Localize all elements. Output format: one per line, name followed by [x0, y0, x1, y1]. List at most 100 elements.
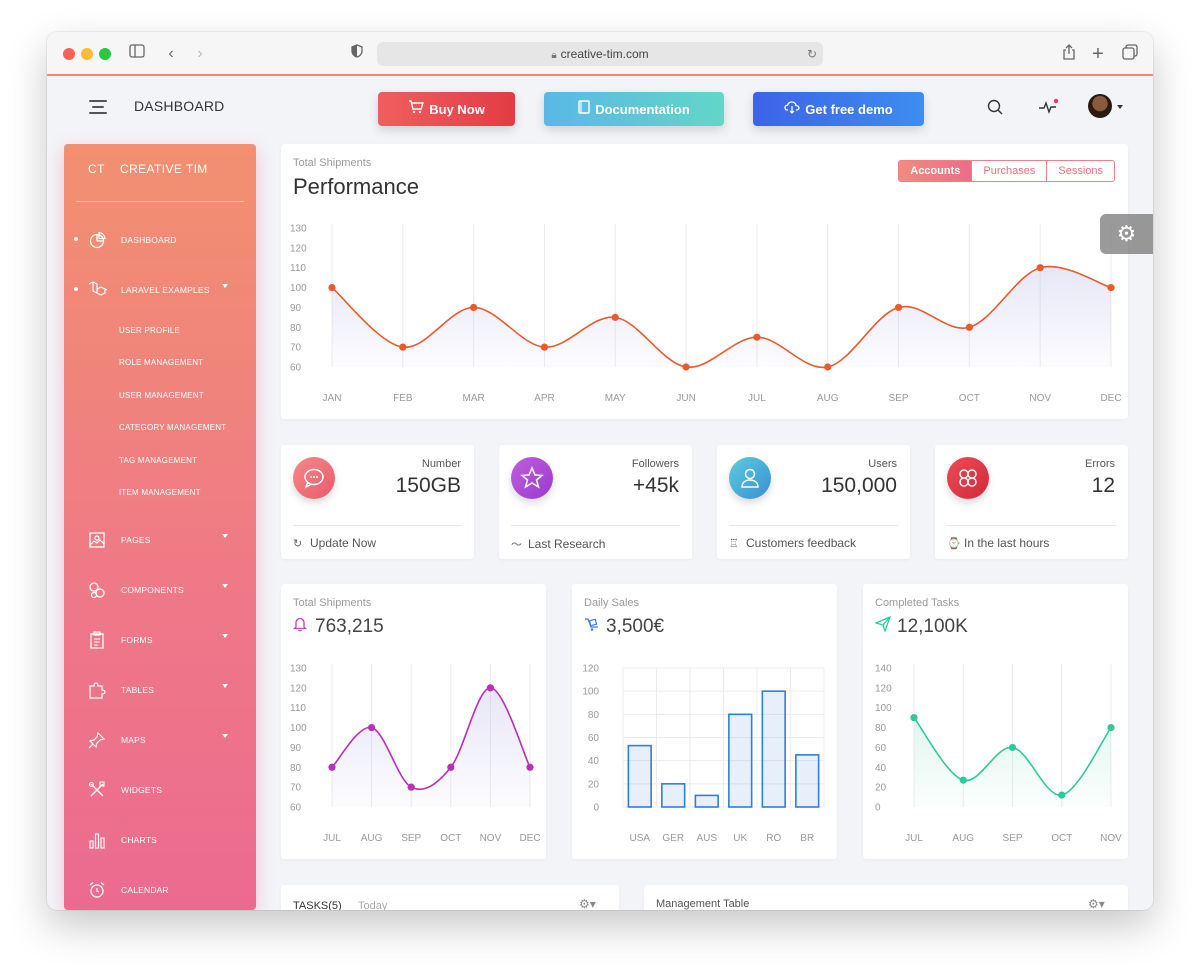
x-tick-label: USA [629, 833, 650, 844]
x-tick-label: UK [733, 833, 747, 844]
y-tick-label: 40 [588, 756, 600, 767]
y-tick-label: 100 [582, 687, 599, 698]
sidebar-subitem-category-management[interactable]: CATEGORY MANAGEMENT [119, 423, 227, 432]
stat-footer-text: Customers feedback [746, 536, 857, 550]
sidebar-subitem-tag-management[interactable]: TAG MANAGEMENT [119, 456, 198, 465]
data-point [910, 714, 918, 722]
zoom-window-button[interactable] [99, 48, 111, 60]
refresh-icon: ↻ [293, 538, 303, 550]
chart-pie-icon [88, 231, 106, 249]
minimize-window-button[interactable] [81, 48, 93, 60]
stat-footer-link[interactable]: 〜 Last Research [511, 536, 605, 552]
sidebar-toggle-icon[interactable] [127, 44, 147, 64]
sidebar-item-calendar[interactable]: CALENDAR [64, 876, 256, 902]
tab-sessions[interactable]: Sessions [1046, 161, 1114, 181]
sidebar-subitem-role-management[interactable]: ROLE MANAGEMENT [119, 358, 204, 367]
activity-icon[interactable] [1038, 98, 1060, 120]
x-tick-label: APR [534, 393, 555, 404]
sidebar-item-widgets[interactable]: WIDGETS [64, 776, 256, 802]
y-tick-label: 120 [290, 683, 307, 694]
active-bullet [74, 287, 78, 291]
sidebar-subitem-user-profile[interactable]: USER PROFILE [119, 326, 181, 335]
stat-footer-text: Update Now [310, 536, 377, 550]
new-tab-icon[interactable]: + [1092, 43, 1104, 65]
sidebar-subitem-user-management[interactable]: USER MANAGEMENT [119, 391, 204, 400]
settings-dropdown-icon[interactable]: ⚙▾ [1088, 897, 1105, 910]
data-point [959, 776, 967, 784]
reload-icon[interactable]: ↻ [806, 47, 817, 61]
x-tick-label: AUS [696, 833, 717, 844]
sidebar-item-maps[interactable]: MAPS [64, 726, 256, 752]
stat-footer-text: In the last hours [964, 536, 1050, 550]
x-tick-label: JAN [323, 393, 342, 404]
address-bar[interactable]: 🔒︎ creative-tim.com ↻ [377, 42, 823, 66]
y-tick-label: 120 [582, 664, 599, 675]
stat-footer-text: Last Research [528, 537, 606, 551]
avatar[interactable] [1088, 94, 1112, 118]
x-tick-label: JUL [323, 833, 341, 844]
stat-value: 150GB [395, 474, 461, 497]
card-value-text: 12,100K [897, 616, 968, 637]
performance-subtitle: Total Shipments [293, 157, 372, 169]
settings-gear-icon[interactable]: ⚙ [1100, 214, 1153, 254]
y-tick-label: 20 [875, 783, 887, 794]
search-icon[interactable] [984, 98, 1006, 120]
stat-divider [511, 525, 680, 526]
forward-icon[interactable]: › [197, 45, 203, 62]
pin-icon [88, 731, 106, 749]
x-tick-label: MAR [463, 393, 485, 404]
menu-toggle-icon[interactable] [89, 100, 107, 118]
y-tick-label: 60 [875, 743, 887, 754]
close-window-button[interactable] [63, 48, 75, 60]
puzzle-icon [88, 681, 106, 699]
sidebar: CT CREATIVE TIM DASHBOARD LARAVEL EXAMPL… [64, 144, 256, 910]
sidebar-item-laravel-examples[interactable]: LARAVEL EXAMPLES [64, 276, 256, 302]
data-point [540, 343, 549, 351]
x-tick-label: DEC [1100, 393, 1121, 404]
stat-footer-link[interactable]: ↻ Update Now [293, 536, 376, 550]
stat-footer-link[interactable]: ⌚ In the last hours [947, 536, 1049, 550]
sidebar-item-charts[interactable]: CHARTS [64, 826, 256, 852]
send-icon [874, 615, 893, 635]
sidebar-item-forms[interactable]: FORMS [64, 626, 256, 652]
chevron-down-icon[interactable] [1117, 105, 1123, 109]
tasks-title: TASKS(5) [293, 900, 342, 910]
tab-today[interactable]: Today [358, 900, 388, 910]
completed-tasks-chart: 0 20 40 60 80 100 120 140 JUL AUG SEP OCT NOV [875, 664, 1122, 845]
card-value-text: 3,500€ [606, 616, 665, 637]
documentation-button[interactable]: Documentation [544, 92, 724, 126]
back-icon[interactable]: ‹ [168, 45, 174, 62]
y-tick-label: 60 [588, 733, 600, 744]
settings-dropdown-icon[interactable]: ⚙▾ [579, 897, 596, 910]
stat-footer-link[interactable]: ♖ Customers feedback [729, 536, 856, 550]
y-tick-label: 0 [593, 803, 599, 814]
sidebar-item-dashboard[interactable]: DASHBOARD [64, 226, 256, 252]
tab-accounts[interactable]: Accounts [899, 161, 972, 181]
data-point [965, 323, 973, 331]
get-free-demo-button[interactable]: Get free demo [753, 92, 924, 126]
browser-window: ‹ › 🔒︎ creative-tim.com ↻ + DASHBOARD Buy… [47, 32, 1153, 910]
series-line [331, 265, 1112, 369]
share-icon[interactable] [1059, 44, 1079, 64]
card-value: 763,215 [292, 616, 384, 638]
sidebar-item-pages[interactable]: PAGES [64, 526, 256, 552]
tab-purchases[interactable]: Purchases [971, 161, 1047, 181]
sidebar-brand[interactable]: CREATIVE TIM [120, 162, 208, 176]
buy-now-button[interactable]: Buy Now [378, 92, 515, 126]
stat-card-errors: Errors 12 ⌚ In the last hours [935, 445, 1128, 559]
y-tick-label: 110 [290, 703, 306, 714]
x-tick-label: SEP [889, 393, 909, 404]
sidebar-logo[interactable]: CT [88, 162, 105, 176]
stat-label: Followers [631, 458, 679, 470]
sidebar-item-tables[interactable]: TABLES [64, 676, 256, 702]
sidebar-item-label: CALENDAR [121, 885, 169, 895]
tabs-overview-icon[interactable] [1120, 44, 1140, 64]
card-title: Daily Sales [584, 597, 640, 609]
sidebar-subitem-item-management[interactable]: ITEM MANAGEMENT [119, 488, 201, 497]
bell-icon [292, 616, 311, 635]
shield-icon[interactable] [347, 44, 367, 64]
y-tick-label: 20 [588, 779, 600, 790]
sidebar-item-components[interactable]: COMPONENTS [64, 576, 256, 602]
caret-down-icon [222, 634, 228, 638]
x-tick-label: OCT [440, 833, 461, 844]
